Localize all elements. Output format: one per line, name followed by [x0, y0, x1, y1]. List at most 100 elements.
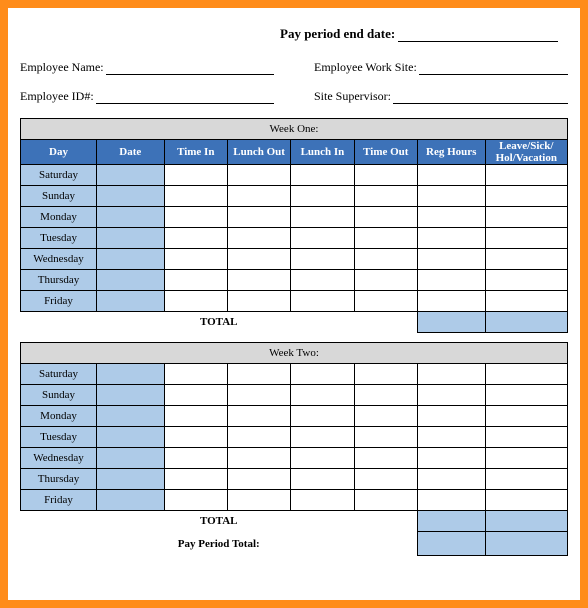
cell[interactable]: [354, 364, 417, 385]
cell[interactable]: [354, 291, 417, 312]
cell[interactable]: [291, 228, 354, 249]
cell[interactable]: [354, 490, 417, 511]
cell[interactable]: [485, 165, 567, 186]
cell[interactable]: [164, 291, 227, 312]
date-cell[interactable]: [97, 207, 165, 228]
cell[interactable]: [291, 427, 354, 448]
date-cell[interactable]: [97, 228, 165, 249]
cell[interactable]: [164, 228, 227, 249]
cell[interactable]: [291, 490, 354, 511]
cell[interactable]: [485, 291, 567, 312]
cell[interactable]: [417, 364, 485, 385]
cell[interactable]: [354, 228, 417, 249]
cell[interactable]: [164, 270, 227, 291]
cell[interactable]: [291, 186, 354, 207]
cell[interactable]: [291, 406, 354, 427]
cell[interactable]: [485, 207, 567, 228]
cell[interactable]: [227, 406, 290, 427]
cell[interactable]: [164, 364, 227, 385]
cell[interactable]: [354, 165, 417, 186]
cell[interactable]: [227, 469, 290, 490]
cell[interactable]: [227, 228, 290, 249]
cell[interactable]: [485, 448, 567, 469]
cell[interactable]: [164, 249, 227, 270]
cell[interactable]: [485, 270, 567, 291]
cell[interactable]: [291, 291, 354, 312]
cell[interactable]: [291, 270, 354, 291]
date-cell[interactable]: [97, 406, 165, 427]
cell[interactable]: [291, 165, 354, 186]
cell[interactable]: [485, 249, 567, 270]
cell[interactable]: [485, 490, 567, 511]
cell[interactable]: [227, 385, 290, 406]
cell[interactable]: [227, 291, 290, 312]
supervisor-input[interactable]: [393, 89, 568, 104]
cell[interactable]: [417, 385, 485, 406]
date-cell[interactable]: [97, 364, 165, 385]
cell[interactable]: [291, 385, 354, 406]
date-cell[interactable]: [97, 490, 165, 511]
date-cell[interactable]: [97, 249, 165, 270]
cell[interactable]: [417, 291, 485, 312]
cell[interactable]: [485, 469, 567, 490]
cell[interactable]: [291, 469, 354, 490]
cell[interactable]: [417, 490, 485, 511]
cell[interactable]: [417, 228, 485, 249]
cell[interactable]: [354, 186, 417, 207]
cell[interactable]: [291, 249, 354, 270]
pay-period-input-line[interactable]: [398, 41, 558, 42]
cell[interactable]: [164, 406, 227, 427]
cell[interactable]: [354, 406, 417, 427]
cell[interactable]: [354, 385, 417, 406]
employee-id-input[interactable]: [96, 89, 274, 104]
cell[interactable]: [354, 469, 417, 490]
cell[interactable]: [227, 490, 290, 511]
cell[interactable]: [291, 448, 354, 469]
cell[interactable]: [417, 249, 485, 270]
cell[interactable]: [164, 385, 227, 406]
date-cell[interactable]: [97, 186, 165, 207]
cell[interactable]: [227, 364, 290, 385]
cell[interactable]: [164, 469, 227, 490]
cell[interactable]: [227, 448, 290, 469]
cell[interactable]: [485, 427, 567, 448]
cell[interactable]: [485, 186, 567, 207]
cell[interactable]: [417, 448, 485, 469]
date-cell[interactable]: [97, 291, 165, 312]
cell[interactable]: [417, 186, 485, 207]
cell[interactable]: [417, 207, 485, 228]
cell[interactable]: [227, 270, 290, 291]
date-cell[interactable]: [97, 165, 165, 186]
cell[interactable]: [485, 228, 567, 249]
cell[interactable]: [164, 165, 227, 186]
cell[interactable]: [354, 207, 417, 228]
date-cell[interactable]: [97, 427, 165, 448]
cell[interactable]: [417, 270, 485, 291]
cell[interactable]: [354, 448, 417, 469]
cell[interactable]: [227, 186, 290, 207]
cell[interactable]: [485, 385, 567, 406]
work-site-input[interactable]: [419, 60, 568, 75]
cell[interactable]: [291, 207, 354, 228]
cell[interactable]: [227, 427, 290, 448]
date-cell[interactable]: [97, 270, 165, 291]
cell[interactable]: [417, 469, 485, 490]
cell[interactable]: [227, 207, 290, 228]
cell[interactable]: [227, 249, 290, 270]
cell[interactable]: [417, 427, 485, 448]
cell[interactable]: [164, 427, 227, 448]
cell[interactable]: [354, 249, 417, 270]
cell[interactable]: [164, 490, 227, 511]
cell[interactable]: [164, 207, 227, 228]
cell[interactable]: [485, 406, 567, 427]
cell[interactable]: [354, 427, 417, 448]
cell[interactable]: [485, 364, 567, 385]
cell[interactable]: [291, 364, 354, 385]
cell[interactable]: [417, 165, 485, 186]
date-cell[interactable]: [97, 385, 165, 406]
cell[interactable]: [164, 186, 227, 207]
employee-name-input[interactable]: [106, 60, 274, 75]
cell[interactable]: [164, 448, 227, 469]
date-cell[interactable]: [97, 469, 165, 490]
cell[interactable]: [227, 165, 290, 186]
